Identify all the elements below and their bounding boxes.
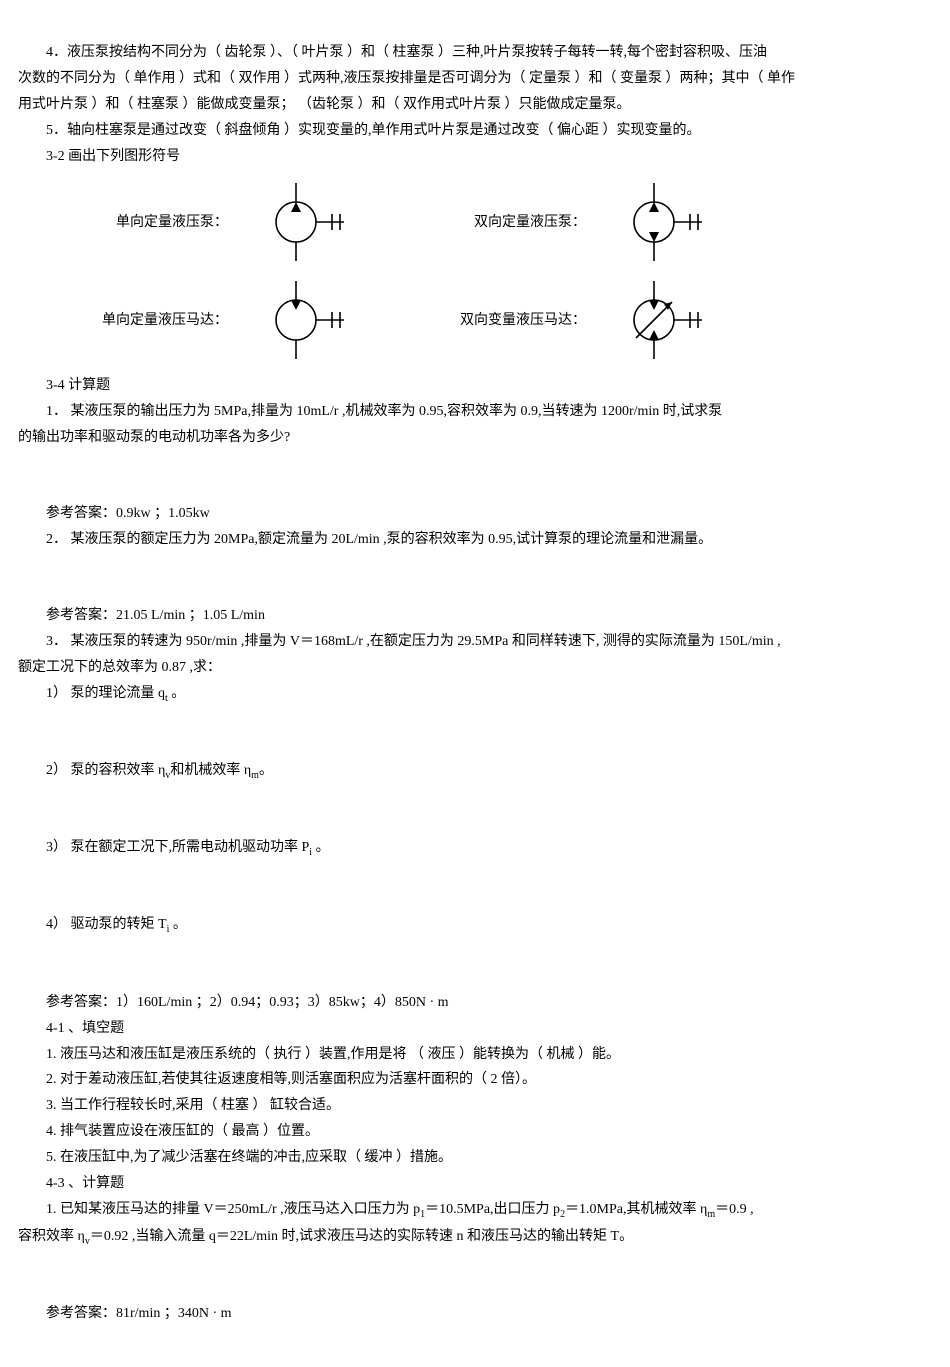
calc-3-4-q3-sub1: 1） 泵的理论流量 qt 。 xyxy=(18,681,932,708)
fill-blank-q4-line2: 次数的不同分为（ 单作用 ）式和（ 双作用 ）式两种,液压泵按排量是否可调分为（… xyxy=(18,66,932,92)
spacer xyxy=(18,862,932,912)
label-bidir-fixed-pump: 双向定量液压泵： xyxy=(396,210,594,236)
text: 1. 已知某液压马达的排量 V＝250mL/r ,液压马达入口压力为 p xyxy=(46,1202,420,1217)
text: 。 xyxy=(312,840,330,855)
calc-3-4-q1-line1: 1． 某液压泵的输出压力为 5MPa,排量为 10mL/r ,机械效率为 0.9… xyxy=(18,399,932,425)
fill-blank-q4-line3: 用式叶片泵 ）和（ 柱塞泵 ）能做成变量泵； （齿轮泵 ）和（ 双作用式叶片泵 … xyxy=(18,92,932,118)
text: ＝1.0MPa,其机械效率 η xyxy=(565,1202,707,1217)
fill-blank-q5: 5．轴向柱塞泵是通过改变（ 斜盘倾角 ）实现变量的,单作用式叶片泵是通过改变（ … xyxy=(18,118,932,144)
symbol-row-1: 单向定量液压泵： 双向定量液压泵： xyxy=(18,177,932,267)
spacer xyxy=(18,708,932,758)
answer-3-4-3: 参考答案：1）160L/min ；2）0.94；0.93；3）85kw；4）85… xyxy=(18,990,932,1016)
label-unidir-fixed-motor: 单向定量液压马达： xyxy=(18,308,236,334)
calc-4-3-q1-line1: 1. 已知某液压马达的排量 V＝250mL/r ,液压马达入口压力为 p1＝10… xyxy=(18,1197,932,1224)
answer-4-3-1: 参考答案：81r/min ；340N · m xyxy=(18,1301,932,1327)
spacer xyxy=(18,1251,932,1301)
symbol-unidir-fixed-motor xyxy=(236,275,396,365)
text: ＝0.92 ,当输入流量 q＝22L/min 时,试求液压马达的实际转速 n 和… xyxy=(90,1229,633,1244)
calc-3-4-q1-line2: 的输出功率和驱动泵的电动机功率各为多少? xyxy=(18,425,932,451)
calc-3-4-q3-sub3: 3） 泵在额定工况下,所需电动机驱动功率 Pi 。 xyxy=(18,835,932,862)
symbol-row-2: 单向定量液压马达： 双向变量液压马达： xyxy=(18,275,932,365)
text: 1） 泵的理论流量 q xyxy=(46,686,165,701)
label-unidir-fixed-pump: 单向定量液压泵： xyxy=(18,210,236,236)
calc-4-3-q1-line2: 容积效率 ηv＝0.92 ,当输入流量 q＝22L/min 时,试求液压马达的实… xyxy=(18,1224,932,1251)
text: 4） 驱动泵的转矩 T xyxy=(46,917,167,932)
calc-3-4-q3-sub4: 4） 驱动泵的转矩 Ti 。 xyxy=(18,912,932,939)
calc-3-4-q2: 2． 某液压泵的额定压力为 20MPa,额定流量为 20L/min ,泵的容积效… xyxy=(18,527,932,553)
section-3-4-title: 3-4 计算题 xyxy=(18,373,932,399)
fill-blank-q4-line1: 4．液压泵按结构不同分为（ 齿轮泵 ）、（ 叶片泵 ）和（ 柱塞泵 ）三种,叶片… xyxy=(18,40,932,66)
symbol-bidir-fixed-pump xyxy=(594,177,754,267)
text: 2） 泵的容积效率 η xyxy=(46,763,165,778)
text: 。 xyxy=(168,686,186,701)
calc-3-4-q3-line1: 3． 某液压泵的转速为 950r/min ,排量为 V＝168mL/r ,在额定… xyxy=(18,629,932,655)
calc-3-4-q3-line2: 额定工况下的总效率为 0.87 ,求： xyxy=(18,655,932,681)
text: 容积效率 η xyxy=(18,1229,85,1244)
spacer xyxy=(18,553,932,603)
symbol-unidir-fixed-pump xyxy=(236,177,396,267)
text: 和机械效率 η xyxy=(170,763,251,778)
spacer xyxy=(18,940,932,990)
section-4-3-title: 4-3 、计算题 xyxy=(18,1171,932,1197)
section-3-2-title: 3-2 画出下列图形符号 xyxy=(18,144,932,170)
symbol-bidir-var-motor xyxy=(594,275,754,365)
text: 3） 泵在额定工况下,所需电动机驱动功率 P xyxy=(46,840,309,855)
fill-4-1-q4: 4. 排气装置应设在液压缸的（ 最高 ）位置。 xyxy=(18,1119,932,1145)
fill-4-1-q1: 1. 液压马达和液压缸是液压系统的（ 执行 ）装置,作用是将 （ 液压 ）能转换… xyxy=(18,1042,932,1068)
section-4-1-title: 4-1 、填空题 xyxy=(18,1016,932,1042)
fill-4-1-q5: 5. 在液压缸中,为了减少活塞在终端的冲击,应采取（ 缓冲 ）措施。 xyxy=(18,1145,932,1171)
fill-4-1-q2: 2. 对于差动液压缸,若使其往返速度相等,则活塞面积应为活塞杆面积的（ 2 倍）… xyxy=(18,1067,932,1093)
spacer xyxy=(18,785,932,835)
fill-4-1-q3: 3. 当工作行程较长时,采用（ 柱塞 ） 缸较合适。 xyxy=(18,1093,932,1119)
text: ＝0.9 , xyxy=(715,1202,754,1217)
label-bidir-var-motor: 双向变量液压马达： xyxy=(396,308,594,334)
subscript: m xyxy=(707,1209,715,1220)
subscript: m xyxy=(251,770,259,781)
text: 。 xyxy=(169,917,187,932)
spacer xyxy=(18,451,932,501)
calc-3-4-q3-sub2: 2） 泵的容积效率 ηv和机械效率 ηm。 xyxy=(18,758,932,785)
text: 。 xyxy=(259,763,273,778)
answer-3-4-2: 参考答案：21.05 L/min ；1.05 L/min xyxy=(18,603,932,629)
text: ＝10.5MPa,出口压力 p xyxy=(425,1202,560,1217)
answer-3-4-1: 参考答案：0.9kw ；1.05kw xyxy=(18,501,932,527)
